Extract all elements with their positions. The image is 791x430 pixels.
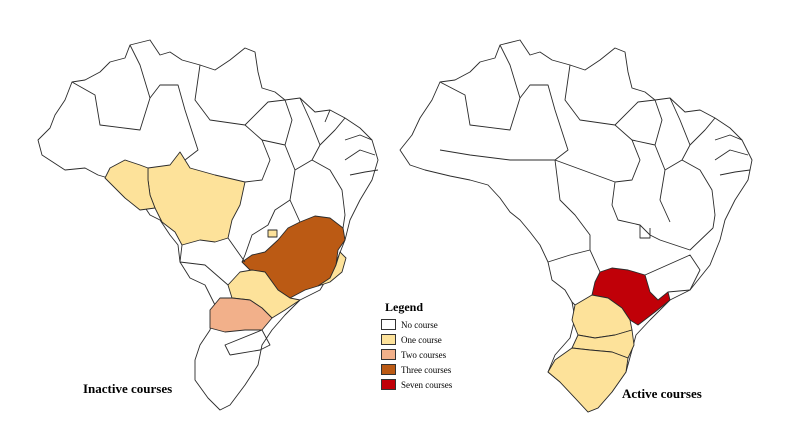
legend-swatch xyxy=(381,364,396,375)
legend-swatch xyxy=(381,334,396,345)
map-inactive-courses xyxy=(37,39,379,411)
state-distrito-federal xyxy=(267,229,278,238)
legend-item: Three courses xyxy=(381,362,481,377)
legend-item: One course xyxy=(381,332,481,347)
legend-label: No course xyxy=(401,319,438,330)
state-rio-de-janeiro xyxy=(317,251,347,287)
state-borders xyxy=(439,44,751,306)
legend-items: No course One course Two courses Three c… xyxy=(381,317,481,392)
legend-item: No course xyxy=(381,317,481,332)
legend-swatch xyxy=(381,319,396,330)
legend-swatch xyxy=(381,379,396,390)
legend-swatch xyxy=(381,349,396,360)
legend-item: Seven courses xyxy=(381,377,481,392)
state-rondonia xyxy=(104,159,156,211)
state-borders xyxy=(71,44,379,356)
state-rio-grande-do-sul xyxy=(547,347,629,413)
legend-label: Two courses xyxy=(401,349,447,360)
map-title-inactive: Inactive courses xyxy=(83,381,173,396)
legend-item: Two courses xyxy=(381,347,481,362)
map-active-courses xyxy=(399,39,753,413)
legend-label: One course xyxy=(401,334,442,345)
legend-title: Legend xyxy=(385,300,424,314)
legend-label: Three courses xyxy=(401,364,452,375)
state-minas-gerais xyxy=(241,215,346,299)
map-title-active: Active courses xyxy=(622,386,702,401)
legend-label: Seven courses xyxy=(401,379,453,390)
legend: Legend No course One course Two courses … xyxy=(381,300,481,392)
